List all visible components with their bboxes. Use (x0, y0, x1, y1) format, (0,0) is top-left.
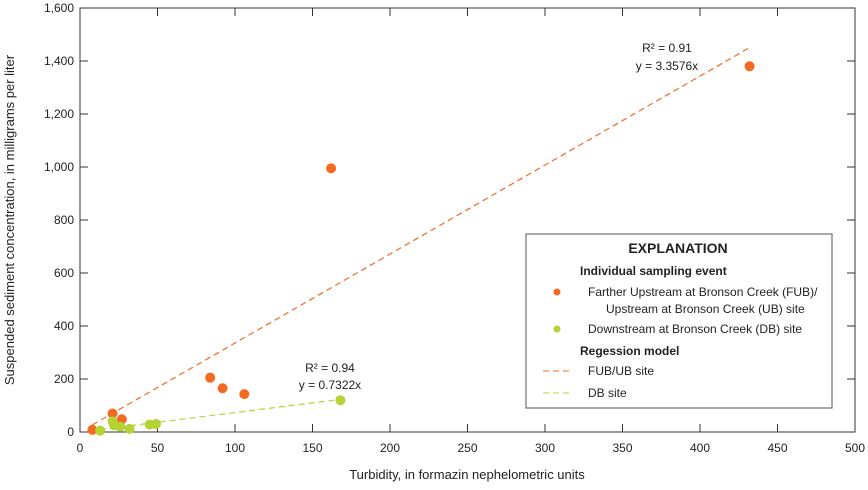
legend-fub-line-label: FUB/UB site (588, 364, 654, 378)
regression-line-db (100, 398, 341, 431)
legend-db-label: Downstream at Bronson Creek (DB) site (588, 322, 802, 336)
db-point (115, 421, 126, 432)
y-tick-label: 400 (54, 319, 74, 333)
legend-section-regression: Regession model (580, 344, 679, 358)
y-tick-label: 1,000 (44, 160, 74, 174)
x-tick-label: 300 (535, 441, 555, 455)
db-r2-label: R² = 0.94 (305, 361, 355, 375)
fub-point (326, 163, 337, 174)
x-tick-label: 450 (767, 441, 787, 455)
fub-r2-label: R² = 0.91 (642, 41, 692, 55)
y-tick-label: 800 (54, 213, 74, 227)
x-tick-label: 150 (302, 441, 322, 455)
legend-section-events: Individual sampling event (580, 264, 727, 278)
fub-point (116, 414, 127, 425)
x-tick-label: 0 (77, 441, 84, 455)
db-point (335, 395, 346, 406)
legend-db-marker (553, 325, 561, 333)
fub-point (744, 61, 755, 72)
legend-fub-label-2: Upstream at Bronson Creek (UB) site (606, 302, 805, 316)
y-tick-label: 1,600 (44, 1, 74, 15)
x-tick-label: 100 (225, 441, 245, 455)
x-tick-label: 200 (380, 441, 400, 455)
fub-point (217, 383, 228, 394)
db-point (124, 423, 135, 434)
x-tick-label: 500 (845, 441, 865, 455)
legend-fub-label-1: Farther Upstream at Bronson Creek (FUB)/ (588, 285, 818, 299)
y-tick-label: 1,400 (44, 54, 74, 68)
legend-db-line-label: DB site (588, 386, 627, 400)
regression-line-fub (92, 47, 750, 426)
x-axis-label: Turbidity, in formazin nephelometric uni… (349, 467, 585, 482)
y-tick-label: 600 (54, 266, 74, 280)
x-tick-label: 400 (690, 441, 710, 455)
y-tick-label: 0 (67, 425, 74, 439)
legend-title: EXPLANATION (628, 240, 727, 256)
fub-eq-label: y = 3.3576x (636, 59, 698, 73)
db-eq-label: y = 0.7322x (299, 378, 361, 392)
y-axis-label: Suspended sediment concentration, in mil… (2, 54, 17, 385)
legend: EXPLANATION Individual sampling event Fa… (525, 233, 833, 409)
db-point (95, 425, 106, 436)
fub-point (239, 389, 250, 400)
legend-fub-marker (553, 288, 561, 296)
fub-point (107, 408, 118, 419)
y-tick-label: 1,200 (44, 107, 74, 121)
y-tick-label: 200 (54, 372, 74, 386)
fub-point (87, 424, 98, 435)
x-tick-label: 50 (151, 441, 165, 455)
db-point (150, 419, 161, 430)
fub-point (205, 372, 216, 383)
x-tick-label: 350 (612, 441, 632, 455)
x-tick-label: 250 (457, 441, 477, 455)
